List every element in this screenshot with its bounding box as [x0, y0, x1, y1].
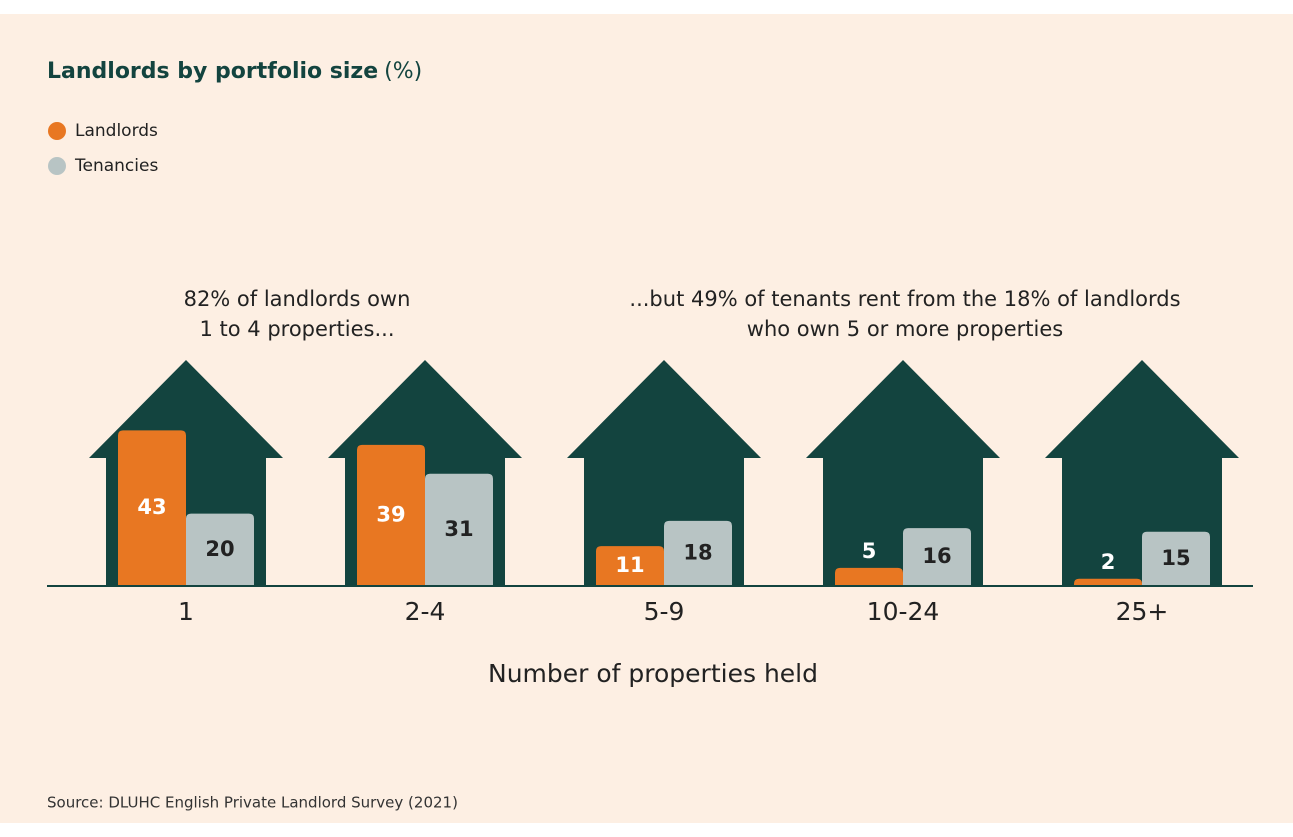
annotation: ...but 49% of tenants rent from the 18% …: [629, 287, 1180, 311]
title-main: Landlords by portfolio size: [47, 59, 378, 84]
annotation: 82% of landlords own: [184, 287, 411, 311]
value-label: 5: [862, 539, 877, 563]
chart-title: Landlords by portfolio size (%): [47, 59, 422, 84]
value-label: 2: [1101, 550, 1116, 574]
annotation: who own 5 or more properties: [747, 317, 1063, 341]
x-tick-label: 2-4: [405, 597, 446, 626]
bar: [118, 430, 186, 586]
legend-swatch: [48, 122, 66, 140]
value-label: 18: [683, 540, 712, 564]
value-label: 16: [922, 544, 951, 568]
value-label: 31: [444, 517, 473, 541]
bar: [425, 473, 493, 586]
legend-label: Tenancies: [74, 156, 158, 176]
value-label: 39: [376, 502, 405, 526]
legend-swatch: [48, 157, 66, 175]
bar: [1074, 578, 1142, 586]
bar: [186, 513, 254, 586]
house: [1045, 360, 1239, 586]
source: Source: DLUHC English Private Landlord S…: [47, 794, 458, 812]
x-tick-label: 10-24: [867, 597, 940, 626]
value-label: 20: [205, 537, 234, 561]
value-label: 43: [137, 495, 166, 519]
value-label: 15: [1161, 546, 1190, 570]
x-axis-label: Number of properties held: [488, 659, 818, 688]
legend-label: Landlords: [75, 121, 158, 141]
bar: [835, 567, 903, 586]
x-tick-label: 1: [178, 597, 194, 626]
bar: [596, 546, 664, 586]
bar: [1142, 531, 1210, 586]
value-label: 11: [615, 553, 644, 577]
title-unit: (%): [384, 59, 422, 84]
x-tick-label: 5-9: [644, 597, 685, 626]
bar: [664, 520, 732, 586]
bar: [903, 528, 971, 586]
bar: [357, 444, 425, 586]
annotation: 1 to 4 properties...: [199, 317, 394, 341]
x-tick-label: 25+: [1116, 597, 1169, 626]
